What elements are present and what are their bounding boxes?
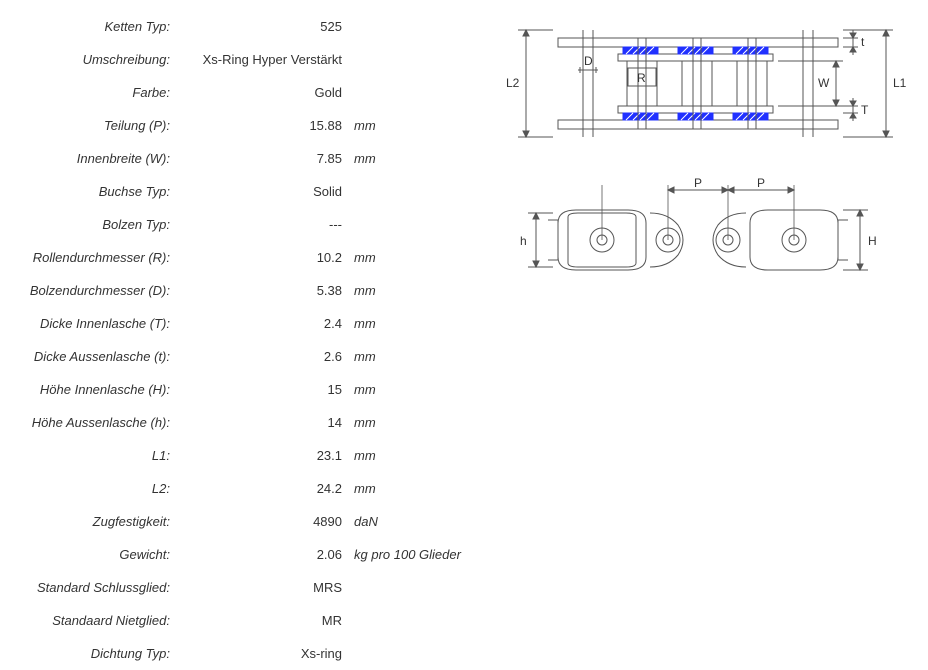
spec-unit: mm	[350, 349, 376, 364]
spec-row: Umschreibung:Xs-Ring Hyper Verstärkt	[0, 43, 480, 76]
spec-label: Gewicht:	[0, 547, 178, 562]
spec-value: Gold	[178, 85, 350, 100]
dim-label-H: H	[868, 234, 877, 248]
spec-table: Ketten Typ:525Umschreibung:Xs-Ring Hyper…	[0, 10, 480, 670]
spec-row: Bolzendurchmesser (D):5.38mm	[0, 274, 480, 307]
spec-value: 24.2	[178, 481, 350, 496]
spec-label: Dicke Innenlasche (T):	[0, 316, 178, 331]
spec-value: MRS	[178, 580, 350, 595]
spec-unit: mm	[350, 316, 376, 331]
dim-label-T: T	[861, 103, 869, 117]
spec-value: 4890	[178, 514, 350, 529]
spec-unit: mm	[350, 151, 376, 166]
spec-unit: mm	[350, 250, 376, 265]
spec-label: Dichtung Typ:	[0, 646, 178, 661]
spec-value: 2.4	[178, 316, 350, 331]
spec-label: Ketten Typ:	[0, 19, 178, 34]
diagrams-container: D R W T t L1 L2	[498, 20, 918, 305]
spec-row: Farbe:Gold	[0, 76, 480, 109]
spec-label: Umschreibung:	[0, 52, 178, 67]
spec-row: Buchse Typ:Solid	[0, 175, 480, 208]
spec-label: Innenbreite (W):	[0, 151, 178, 166]
spec-label: Höhe Aussenlasche (h):	[0, 415, 178, 430]
spec-row: Rollendurchmesser (R):10.2mm	[0, 241, 480, 274]
spec-label: Dicke Aussenlasche (t):	[0, 349, 178, 364]
spec-row: Dicke Innenlasche (T):2.4mm	[0, 307, 480, 340]
spec-unit: mm	[350, 448, 376, 463]
spec-row: Standard Schlussglied:MRS	[0, 571, 480, 604]
spec-label: Bolzen Typ:	[0, 217, 178, 232]
dim-label-p1: P	[694, 176, 702, 190]
spec-unit: mm	[350, 118, 376, 133]
spec-row: Bolzen Typ:---	[0, 208, 480, 241]
chain-side-view-diagram: P P h H	[498, 175, 918, 305]
spec-row: Innenbreite (W):7.85mm	[0, 142, 480, 175]
dim-label-r: R	[637, 71, 646, 85]
spec-unit: mm	[350, 415, 376, 430]
spec-label: L2:	[0, 481, 178, 496]
spec-row: Standaard Nietglied:MR	[0, 604, 480, 637]
spec-label: Buchse Typ:	[0, 184, 178, 199]
spec-value: 7.85	[178, 151, 350, 166]
spec-row: Dicke Aussenlasche (t):2.6mm	[0, 340, 480, 373]
spec-unit: mm	[350, 481, 376, 496]
dim-label-t: t	[861, 35, 865, 49]
chain-top-view-diagram: D R W T t L1 L2	[498, 20, 918, 155]
spec-row: Höhe Aussenlasche (h):14mm	[0, 406, 480, 439]
spec-row: L1:23.1mm	[0, 439, 480, 472]
spec-row: Dichtung Typ:Xs-ring	[0, 637, 480, 670]
spec-label: Standard Schlussglied:	[0, 580, 178, 595]
spec-unit: mm	[350, 382, 376, 397]
dim-label-p2: P	[757, 176, 765, 190]
spec-row: Ketten Typ:525	[0, 10, 480, 43]
spec-label: Farbe:	[0, 85, 178, 100]
spec-value: 15	[178, 382, 350, 397]
spec-label: Bolzendurchmesser (D):	[0, 283, 178, 298]
spec-value: Xs-ring	[178, 646, 350, 661]
spec-row: Gewicht:2.06kg pro 100 Glieder	[0, 538, 480, 571]
dim-label-w: W	[818, 76, 830, 90]
dim-label-d: D	[584, 54, 593, 68]
spec-unit: mm	[350, 283, 376, 298]
spec-value: 525	[178, 19, 350, 34]
spec-value: 2.6	[178, 349, 350, 364]
spec-value: MR	[178, 613, 350, 628]
spec-label: Standaard Nietglied:	[0, 613, 178, 628]
spec-row: Zugfestigkeit:4890daN	[0, 505, 480, 538]
dim-label-l2: L2	[506, 76, 520, 90]
spec-label: Rollendurchmesser (R):	[0, 250, 178, 265]
spec-value: 10.2	[178, 250, 350, 265]
spec-value: 15.88	[178, 118, 350, 133]
spec-value: 23.1	[178, 448, 350, 463]
spec-value: 5.38	[178, 283, 350, 298]
spec-label: Zugfestigkeit:	[0, 514, 178, 529]
spec-value: Solid	[178, 184, 350, 199]
spec-row: L2:24.2mm	[0, 472, 480, 505]
spec-value: 2.06	[178, 547, 350, 562]
spec-row: Höhe Innenlasche (H):15mm	[0, 373, 480, 406]
spec-row: Teilung (P):15.88mm	[0, 109, 480, 142]
spec-value: 14	[178, 415, 350, 430]
spec-value: ---	[178, 217, 350, 232]
spec-unit: daN	[350, 514, 378, 529]
spec-label: L1:	[0, 448, 178, 463]
dim-label-h: h	[520, 234, 527, 248]
spec-label: Teilung (P):	[0, 118, 178, 133]
spec-value: Xs-Ring Hyper Verstärkt	[178, 52, 350, 67]
spec-label: Höhe Innenlasche (H):	[0, 382, 178, 397]
dim-label-l1: L1	[893, 76, 907, 90]
spec-unit: kg pro 100 Glieder	[350, 547, 461, 562]
